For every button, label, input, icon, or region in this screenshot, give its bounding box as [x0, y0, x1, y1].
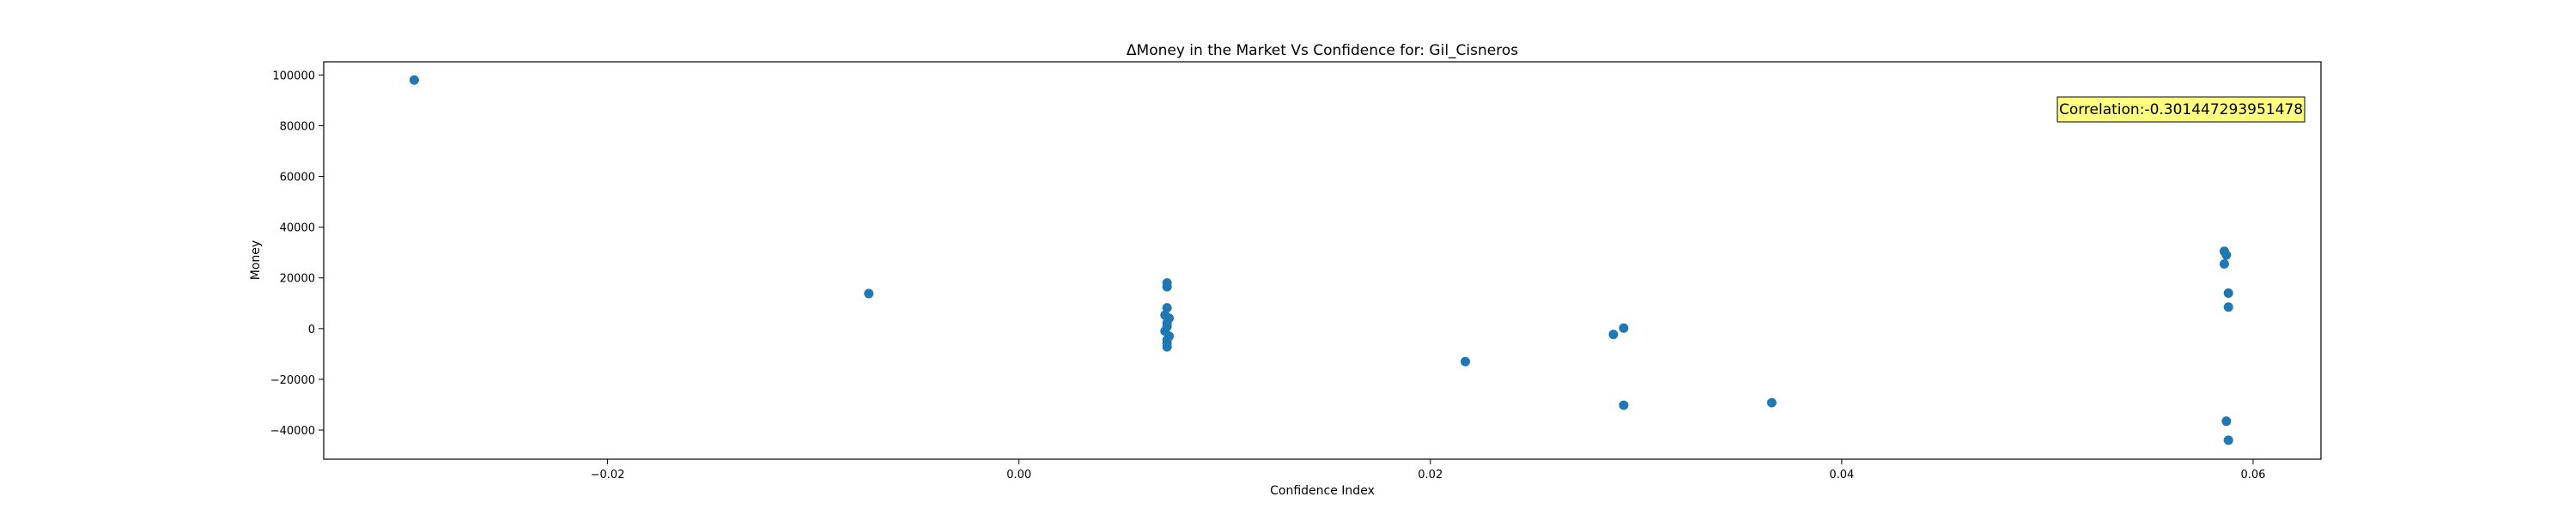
y-axis-label: Money [249, 240, 263, 280]
x-tick-label: 0.02 [1418, 469, 1443, 482]
chart-title: ΔMoney in the Market Vs Confidence for: … [1127, 42, 1518, 59]
x-tick-label: 0.00 [1006, 469, 1031, 482]
scatter-point [1619, 323, 1629, 333]
correlation-annotation-box [2057, 96, 2306, 123]
correlation-annotation: Correlation:-0.301447293951478 [2057, 96, 2306, 123]
scatter-point [1766, 397, 1777, 408]
y-tick-label: 60000 [280, 172, 315, 185]
y-tick-label: 0 [308, 324, 315, 336]
scatter-point [2221, 416, 2232, 427]
scatter-point [2223, 435, 2233, 445]
y-tick-label: 100000 [272, 70, 315, 82]
y-tick-label: 80000 [280, 120, 315, 133]
y-axis: −40000 −20000 0 20000 40000 60000 80000 100000 [270, 70, 324, 438]
y-tick-label: −20000 [270, 374, 315, 387]
scatter-point [1608, 330, 1619, 340]
scatter-point [409, 75, 419, 85]
correlation-annotation-text: Correlation:-0.301447293951478 [2059, 101, 2303, 118]
y-tick-label: 40000 [280, 222, 315, 235]
x-tick-label: 0.04 [1829, 469, 1854, 482]
scatter-point [2221, 250, 2232, 260]
scatter-point [1162, 282, 1172, 292]
scatter-point [2223, 302, 2233, 312]
scatter-point [1162, 342, 1172, 352]
scatter-point [864, 288, 874, 299]
x-tick-label: −0.02 [591, 469, 625, 482]
scatter-point [1162, 303, 1172, 313]
scatter-point [2223, 288, 2233, 298]
y-tick-label: −40000 [270, 425, 315, 438]
scatter-point [1460, 356, 1470, 367]
scatter-points [409, 75, 2233, 445]
x-axis: −0.02 0.00 0.02 0.04 0.06 [591, 459, 2265, 482]
scatter-point [2219, 258, 2229, 269]
y-tick-label: 20000 [280, 273, 315, 286]
x-tick-label: 0.06 [2240, 469, 2265, 482]
x-axis-label: Confidence Index [1270, 484, 1375, 498]
scatter-point [1619, 400, 1629, 410]
plot-area-frame [323, 61, 2322, 460]
